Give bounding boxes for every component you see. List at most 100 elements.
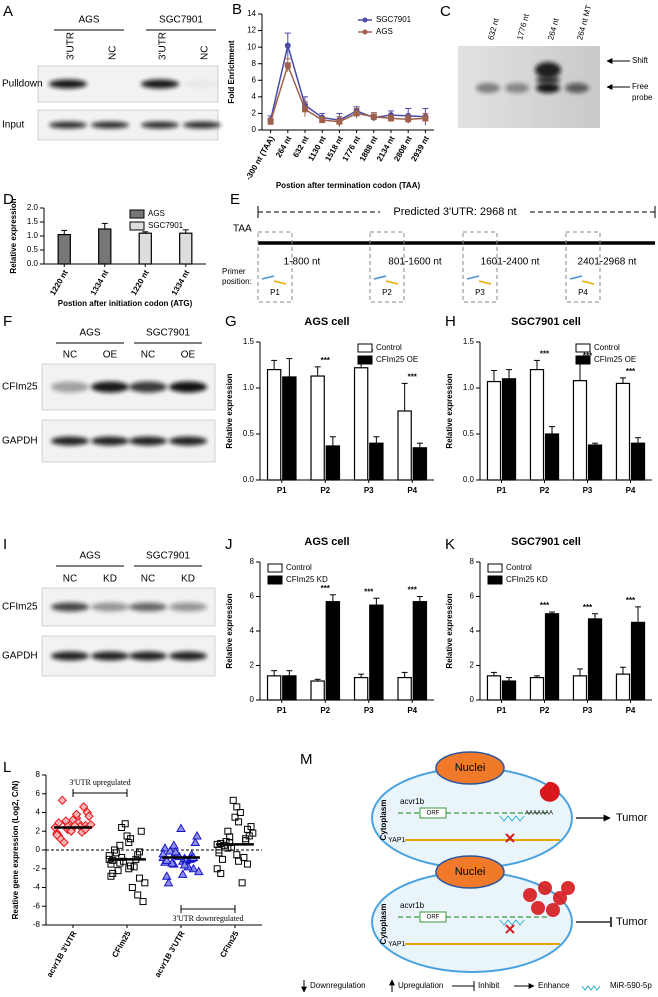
lane-label: NC (141, 350, 155, 361)
mirna (499, 919, 525, 926)
cfim25 (546, 903, 560, 917)
bar (615, 673, 631, 701)
blot-band (565, 83, 589, 93)
segment-label: 801-1600 nt (388, 257, 442, 268)
x-tick-label: P2 (320, 486, 330, 495)
point (336, 118, 343, 125)
lane-label: NC (63, 350, 77, 361)
bar (587, 444, 603, 481)
y-tick-label: 0.0 (27, 259, 39, 268)
significance: *** (626, 367, 636, 376)
blot-band (91, 381, 129, 393)
lane-label: OE (181, 350, 196, 361)
legend-label: SGC7901 (376, 15, 412, 24)
legend-label: Control (594, 343, 620, 352)
bracket (180, 905, 236, 913)
bar (282, 675, 297, 701)
point (388, 115, 394, 122)
point (284, 42, 291, 49)
y-axis-label: Relative expression (9, 198, 18, 273)
legend-swatch (267, 563, 283, 573)
lane-label: 264 nt MT (575, 4, 593, 41)
x-tick-label: P3 (364, 486, 374, 495)
x-tick-label: -300 nt (TAA) (244, 134, 277, 181)
free-probe-label: probe (632, 93, 653, 102)
bar (397, 676, 412, 701)
cytoplasm-label: Cytoplasm (379, 800, 388, 841)
point (249, 829, 257, 837)
legend-label: SGC7901 (148, 221, 184, 230)
point (170, 846, 181, 856)
x-axis-label: Postion after initiation codon (ATG) (58, 299, 193, 308)
point (238, 879, 246, 887)
point (267, 118, 274, 125)
lane-label: NC (200, 46, 211, 60)
row-label: Input (2, 120, 24, 131)
y-tick-label: 1.5 (463, 337, 475, 346)
point (160, 843, 170, 852)
point (161, 871, 172, 880)
group-label: SGC7901 (146, 328, 190, 339)
row-label: GAPDH (2, 436, 38, 447)
point (405, 116, 412, 123)
point (112, 849, 120, 857)
x-tick-label: 1220 nt (48, 268, 70, 297)
y-axis-label: Relative expression (225, 373, 234, 448)
legend-swatch (487, 575, 503, 585)
y-tick-label: 8 (250, 557, 255, 566)
x-tick-label: acvr1B 3'UTR (153, 929, 187, 978)
primer-label: P1 (270, 288, 280, 297)
blot-band (91, 602, 129, 612)
y-tick-label: 1.5 (243, 337, 255, 346)
bar (501, 378, 517, 481)
panel-label: M (300, 751, 313, 768)
point (224, 827, 232, 835)
point (107, 860, 115, 868)
x-tick-label: P4 (626, 706, 636, 715)
start-label: TAA (233, 224, 252, 235)
y-tick-label: 1.0 (463, 383, 475, 392)
bar (353, 676, 369, 701)
legend-swatch (357, 343, 373, 353)
legend-label: Upregulation (398, 981, 443, 990)
point (193, 866, 204, 876)
point (235, 857, 243, 865)
bar (544, 433, 560, 481)
y-tick-label: 6 (36, 789, 41, 798)
blot-band (51, 651, 89, 661)
x-tick-label: P4 (626, 486, 636, 495)
group-label: AGS (79, 328, 100, 339)
annotation: 3'UTR upregulated (69, 778, 130, 787)
group-label: AGS (79, 551, 100, 562)
x-tick-label: P1 (277, 706, 287, 715)
outcome-label: Tumor (616, 812, 648, 824)
y-tick-label: 4 (36, 808, 41, 817)
gene-label: acvr1b (400, 797, 425, 806)
bar (412, 601, 428, 701)
y-tick-label: 4 (252, 92, 257, 101)
primer-rev (273, 280, 287, 285)
x-tick-label: CFIm25 (110, 929, 133, 959)
point (107, 872, 115, 880)
panel-label: C (440, 3, 451, 20)
y-tick-label: 0 (252, 125, 257, 134)
y-tick-label: 0.5 (463, 429, 475, 438)
point (139, 898, 147, 906)
primer-label: P2 (382, 288, 392, 297)
legend-label: Enhance (538, 981, 570, 990)
panel-label: I (3, 536, 7, 553)
annotation: 3'UTR downregulated (173, 914, 244, 923)
bar (138, 232, 152, 265)
y-tick-label: 2 (252, 109, 257, 118)
orf-label: ORF (427, 915, 440, 921)
legend-label: Control (376, 343, 402, 352)
y-tick-label: 12 (247, 26, 256, 35)
point (78, 802, 89, 812)
panel-label: K (445, 536, 455, 553)
panel-label: F (3, 313, 12, 330)
lane-label: 3'UTR (66, 32, 77, 60)
shift-label: Shift (632, 56, 649, 65)
y-axis-label: Reative gene expression (Log2, C/N) (11, 780, 20, 919)
chart-title: AGS cell (304, 536, 349, 548)
y-tick-label: 8 (470, 557, 475, 566)
